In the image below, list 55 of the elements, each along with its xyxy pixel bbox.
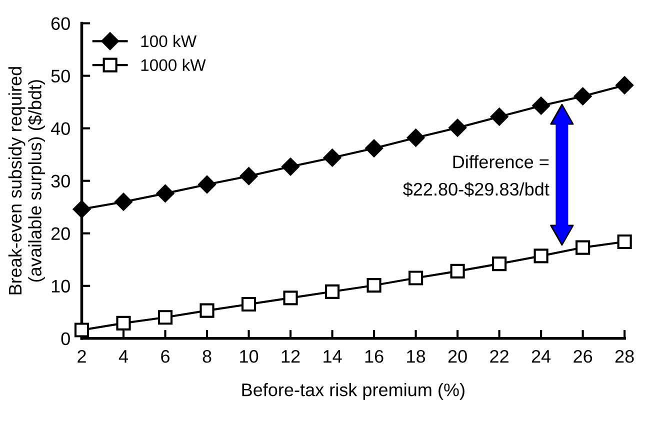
x-tick-label: 26 bbox=[574, 350, 592, 363]
point bbox=[576, 240, 590, 255]
point bbox=[490, 108, 508, 126]
point bbox=[574, 87, 592, 106]
point bbox=[200, 303, 214, 318]
annotation: Difference = bbox=[453, 155, 549, 168]
x-tick-label: 8 bbox=[202, 350, 212, 363]
y-tick-label: 10 bbox=[52, 280, 70, 293]
point bbox=[283, 290, 298, 306]
point bbox=[114, 192, 132, 211]
point bbox=[617, 234, 632, 250]
y-tick-label: 40 bbox=[50, 122, 70, 136]
x-tick-label: 6 bbox=[161, 350, 170, 363]
point bbox=[158, 310, 173, 325]
point bbox=[240, 167, 258, 186]
legend-label: 100 kW bbox=[141, 34, 197, 48]
point bbox=[408, 270, 424, 286]
y-tick-label: 0 bbox=[61, 332, 70, 346]
point bbox=[241, 296, 256, 312]
point bbox=[492, 256, 507, 272]
point bbox=[534, 248, 548, 264]
y-tick-label: 20 bbox=[51, 227, 70, 240]
point bbox=[448, 118, 466, 137]
annotation: $22.80-$29.83/bdt bbox=[403, 182, 550, 197]
point bbox=[616, 76, 634, 94]
point bbox=[156, 184, 174, 202]
y-tick-label: 60 bbox=[51, 17, 70, 30]
point bbox=[74, 322, 90, 338]
x-tick-label: 22 bbox=[490, 350, 508, 363]
x-axis-title: Before-tax risk premium (%) bbox=[242, 383, 464, 400]
y-tick-label: 50 bbox=[51, 70, 70, 83]
x-tick-label: 2 bbox=[78, 350, 86, 363]
point bbox=[532, 96, 550, 115]
x-tick-label: 20 bbox=[448, 350, 467, 363]
point bbox=[282, 158, 300, 176]
x-tick-label: 24 bbox=[532, 350, 551, 363]
point bbox=[365, 139, 383, 158]
point bbox=[72, 200, 91, 218]
x-tick-label: 14 bbox=[324, 350, 342, 363]
point bbox=[198, 176, 216, 194]
x-tick-label: 16 bbox=[365, 350, 384, 363]
point bbox=[366, 278, 382, 293]
point bbox=[406, 128, 425, 147]
y-axis-title: Break-even subsidy required (available surplus) ($/bdt) bbox=[8, 67, 45, 294]
point bbox=[450, 264, 465, 278]
point bbox=[323, 148, 342, 167]
x-tick-label: 4 bbox=[118, 350, 128, 363]
y-tick-label: 30 bbox=[51, 174, 70, 188]
x-tick-label: 12 bbox=[282, 350, 300, 363]
x-tick-label: 18 bbox=[407, 350, 426, 363]
point bbox=[116, 316, 131, 330]
x-tick-label: 10 bbox=[240, 350, 258, 363]
legend-label: 1000 kW bbox=[141, 58, 206, 72]
point bbox=[324, 284, 340, 299]
x-tick-label: 28 bbox=[615, 350, 634, 363]
